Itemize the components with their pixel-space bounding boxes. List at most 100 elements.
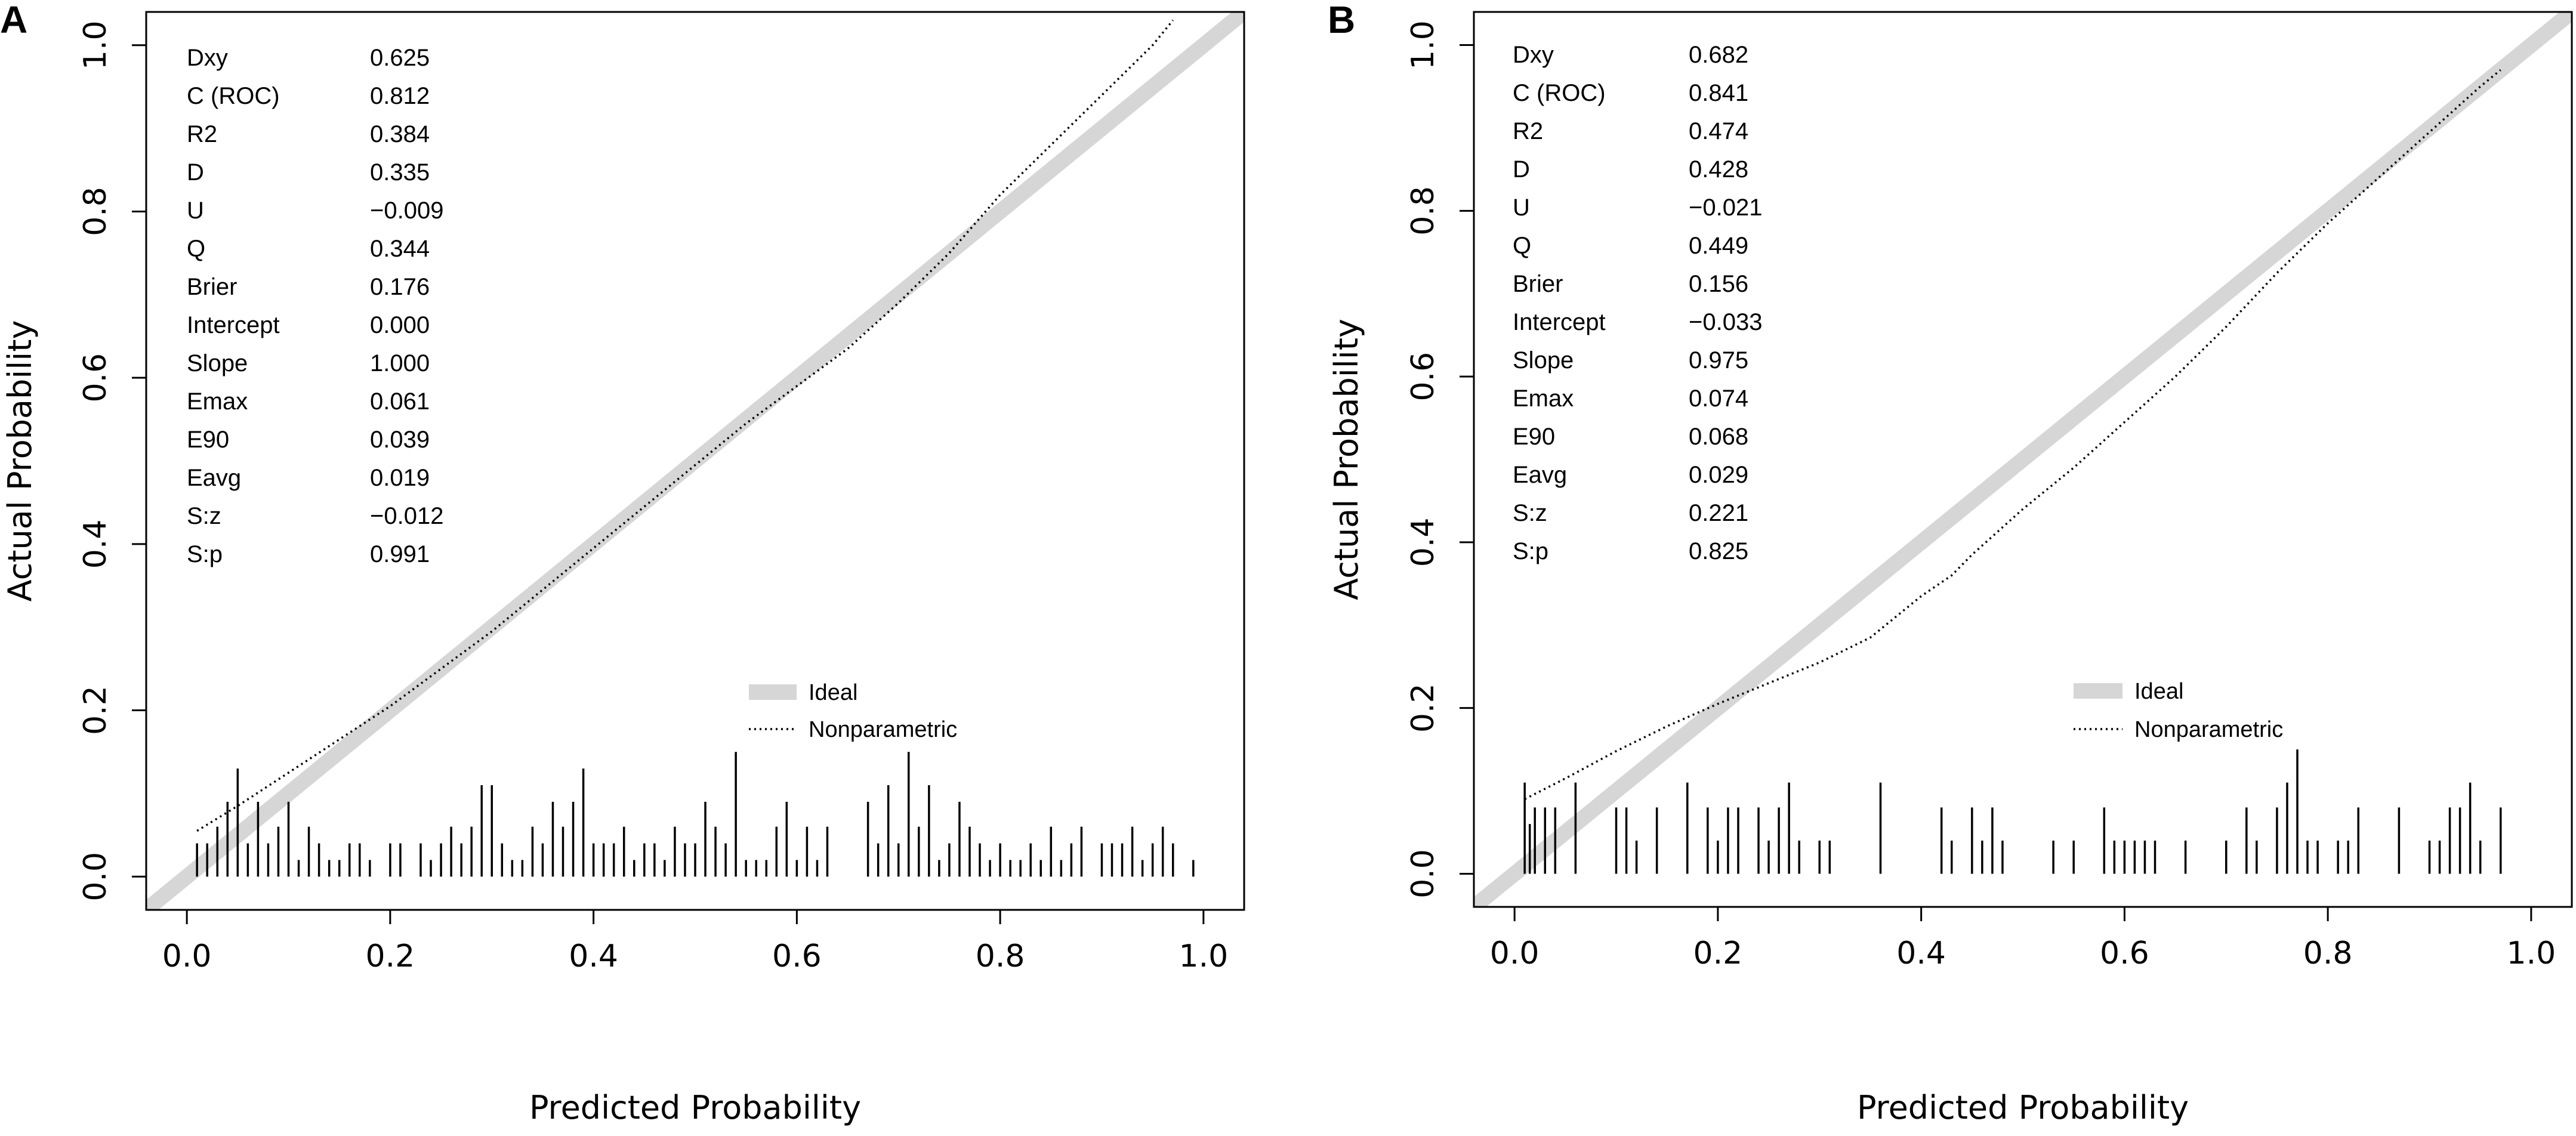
- panel-b-stat-label: Dxy: [1513, 42, 1554, 68]
- panel-b-y-tick-label: 0.4: [1405, 518, 1441, 567]
- panel-b-x-axis-title: Predicted Probability: [1857, 1089, 2189, 1126]
- panel-b-rug: [1523, 749, 2502, 874]
- panel-b-stat-label: E90: [1513, 424, 1555, 450]
- panel-b-x-tick-label: 0.4: [1896, 936, 1946, 971]
- panel-a-legend-nonparametric-label: Nonparametric: [809, 717, 957, 742]
- panel-a-stat-value: −0.009: [370, 197, 443, 224]
- panel-a-stat-label: Eavg: [187, 465, 241, 491]
- panel-a-y-tick-label: 0.0: [78, 852, 113, 902]
- panel-b-stat-value: 0.074: [1689, 385, 1748, 412]
- panel-a-x-axis-title: Predicted Probability: [529, 1089, 861, 1126]
- panel-b-x-tick-label: 0.2: [1693, 936, 1743, 971]
- panel-b-letter: B: [1328, 0, 1355, 41]
- panel-a-stat-label: Q: [187, 236, 205, 262]
- panel-b-stat-value: 0.474: [1689, 118, 1748, 144]
- panel-a-stat-value: −0.012: [370, 503, 443, 529]
- panel-b-x-tick-label: 0.0: [1490, 936, 1540, 971]
- panel-a-y-tick-label: 0.8: [78, 187, 113, 236]
- panel-b: B 0.0 0.2 0.4 0.6 0.8 1.0 0.0 0.2 0.4 0.6 0.8 1.0 Pre…: [1328, 0, 2573, 1126]
- panel-b-y-tick-label: 0.6: [1405, 352, 1441, 402]
- panel-b-stat-value: 0.428: [1689, 156, 1748, 183]
- panel-b-stat-label: Brier: [1513, 271, 1563, 297]
- panel-a-x-tick-label: 0.2: [366, 939, 415, 974]
- panel-b-y-axis-title: Actual Probability: [1328, 319, 1365, 600]
- panel-b-stat-value: 0.221: [1689, 500, 1748, 526]
- panel-b-y-tick-label: 0.8: [1405, 186, 1441, 236]
- panel-b-ideal-line: [1474, 12, 2572, 907]
- panel-a-stat-value: 0.000: [370, 312, 430, 338]
- panel-a-stat-value: 0.812: [370, 83, 430, 109]
- panel-a-stat-label: D: [187, 159, 204, 186]
- panel-b-stat-label: Emax: [1513, 385, 1574, 412]
- panel-a: A 0.0 0.2 0.4 0.6 0.8 1.0 0.0 0.2 0.4 0.6 0.8 1.0 Pre…: [0, 0, 1245, 1126]
- panel-b-x-tick-label: 1.0: [2507, 936, 2556, 971]
- panel-a-stat-value: 0.344: [370, 236, 430, 262]
- panel-a-stat-label: U: [187, 197, 204, 224]
- panel-a-stat-label: Emax: [187, 388, 248, 415]
- panel-a-x-tick-label: 1.0: [1179, 939, 1229, 974]
- panel-a-y-axis-title: Actual Probability: [1, 320, 39, 602]
- panel-b-stat-label: C (ROC): [1513, 80, 1606, 106]
- panel-a-stat-label: S:p: [187, 541, 223, 567]
- panel-a-stat-value: 0.019: [370, 465, 430, 491]
- panel-a-x-tick-label: 0.6: [772, 939, 822, 974]
- panel-a-letter: A: [0, 0, 27, 41]
- panel-a-x-tick-label: 0.8: [976, 939, 1025, 974]
- panel-b-stat-label: S:p: [1513, 538, 1548, 564]
- panel-b-stat-value: −0.033: [1689, 309, 1762, 335]
- panel-b-stat-value: 0.449: [1689, 233, 1748, 259]
- panel-a-stat-value: 1.000: [370, 350, 430, 376]
- panel-a-stat-value: 0.039: [370, 427, 430, 453]
- panel-b-stat-value: 0.029: [1689, 462, 1748, 488]
- panel-b-frame: [1473, 11, 2573, 908]
- panel-a-legend-ideal-label: Ideal: [809, 680, 857, 705]
- panel-b-stat-value: 0.156: [1689, 271, 1748, 297]
- panel-b-stat-value: 0.841: [1689, 80, 1748, 106]
- panel-b-legend: Ideal Nonparametric: [2074, 679, 2283, 742]
- panel-a-stat-label: R2: [187, 121, 217, 147]
- panel-a-stat-value: 0.061: [370, 388, 430, 415]
- panel-a-y-tick-label: 0.6: [78, 353, 113, 403]
- panel-a-stat-label: C (ROC): [187, 83, 280, 109]
- panel-b-legend-ideal-label: Ideal: [2134, 679, 2183, 704]
- panel-a-rug: [196, 752, 1195, 877]
- panel-a-stat-label: Brier: [187, 274, 237, 300]
- panel-b-stat-label: U: [1513, 195, 1530, 221]
- panel-b-y-tick-label: 1.0: [1405, 20, 1441, 70]
- panel-b-x-tick-label: 0.8: [2303, 936, 2353, 971]
- panel-a-stat-label: Dxy: [187, 45, 228, 71]
- panel-a-stat-label: Slope: [187, 350, 248, 376]
- panel-a-y-tick-label: 1.0: [78, 20, 113, 70]
- panel-b-legend-nonparametric-label: Nonparametric: [2134, 717, 2283, 742]
- panel-b-y-tick-label: 0.2: [1405, 683, 1441, 733]
- panel-b-stat-value: 0.068: [1689, 424, 1748, 450]
- panel-a-x-tick-label: 0.4: [569, 939, 618, 974]
- panel-b-stat-value: 0.682: [1689, 42, 1748, 68]
- panel-a-ideal-line: [146, 12, 1244, 910]
- panel-a-y-tick-label: 0.4: [78, 520, 113, 569]
- panel-a-frame: [145, 11, 1245, 911]
- panel-a-stats: Dxy 0.625 C (ROC) 0.812 R2 0.384 D 0.335 U −0.009…: [187, 45, 443, 567]
- panel-b-stat-label: Slope: [1513, 347, 1574, 373]
- panel-a-stat-label: Intercept: [187, 312, 280, 338]
- panel-a-nonparametric-line: [196, 19, 1174, 832]
- panel-b-stat-value: 0.975: [1689, 347, 1748, 373]
- panel-a-stat-value: 0.991: [370, 541, 430, 567]
- panel-b-stat-label: Q: [1513, 233, 1531, 259]
- panel-a-y-tick-label: 0.2: [78, 686, 113, 735]
- panel-a-stat-label: S:z: [187, 503, 221, 529]
- panel-b-stats: Dxy 0.682 C (ROC) 0.841 R2 0.474 D 0.428 U −0.021…: [1513, 42, 1762, 564]
- panel-b-stat-value: 0.825: [1689, 538, 1748, 564]
- panel-a-stat-label: E90: [187, 427, 229, 453]
- panel-b-x-tick-label: 0.6: [2100, 936, 2149, 971]
- panel-a-stat-value: 0.335: [370, 159, 430, 186]
- panel-a-x-tick-label: 0.0: [162, 939, 212, 974]
- panel-b-y-tick-label: 0.0: [1405, 849, 1441, 899]
- panel-b-stat-label: R2: [1513, 118, 1543, 144]
- panel-a-stat-value: 0.176: [370, 274, 430, 300]
- panel-b-stat-value: −0.021: [1689, 195, 1762, 221]
- panel-a-legend: Ideal Nonparametric: [749, 680, 957, 742]
- panel-b-stat-label: D: [1513, 156, 1530, 183]
- panel-b-stat-label: Intercept: [1513, 309, 1606, 335]
